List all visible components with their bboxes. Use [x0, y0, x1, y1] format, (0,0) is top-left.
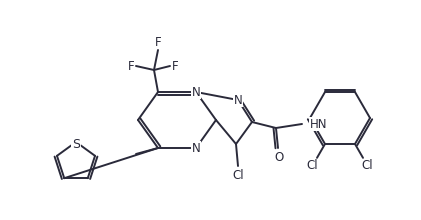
Text: HN: HN — [310, 117, 328, 130]
Text: N: N — [192, 141, 200, 154]
Text: S: S — [72, 138, 80, 150]
Text: N: N — [234, 94, 242, 106]
Text: F: F — [128, 59, 134, 73]
Text: F: F — [172, 59, 179, 73]
Text: Cl: Cl — [232, 169, 244, 182]
Text: O: O — [274, 150, 284, 163]
Text: N: N — [192, 86, 200, 99]
Text: Cl: Cl — [306, 159, 318, 172]
Text: Cl: Cl — [362, 159, 373, 172]
Text: F: F — [155, 35, 161, 48]
